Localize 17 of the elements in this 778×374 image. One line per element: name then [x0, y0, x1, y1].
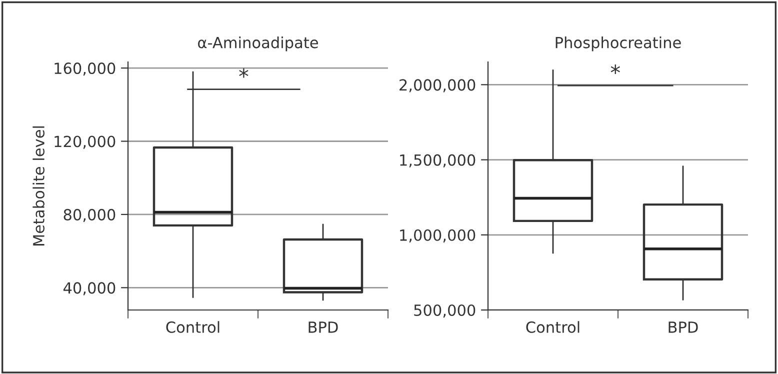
- y-tick-label: 160,000: [54, 62, 116, 76]
- y-tick-label: 1,000,000: [400, 229, 476, 242]
- y-tick-label: 80,000: [64, 208, 116, 222]
- chart-title: α-Aminoadipate: [198, 36, 318, 52]
- x-tick-label: BPD: [308, 322, 338, 333]
- y-tick-label: 120,000: [54, 136, 116, 149]
- chart-title: Phosphocreatine: [556, 36, 681, 52]
- y-tick-label: 500,000: [414, 304, 476, 318]
- annotation: *: [610, 64, 620, 74]
- y-tick-label: 2,000,000: [400, 79, 476, 92]
- x-tick-label: Control: [526, 321, 580, 333]
- y-tick-label: 40,000: [63, 282, 116, 296]
- annotation: *: [239, 68, 248, 78]
- y-axis-title: Metabolite level: [32, 126, 44, 246]
- x-tick-label: Control: [166, 321, 220, 333]
- y-tick-label: 1,500,000: [400, 154, 476, 168]
- x-tick-label: BPD: [668, 322, 698, 333]
